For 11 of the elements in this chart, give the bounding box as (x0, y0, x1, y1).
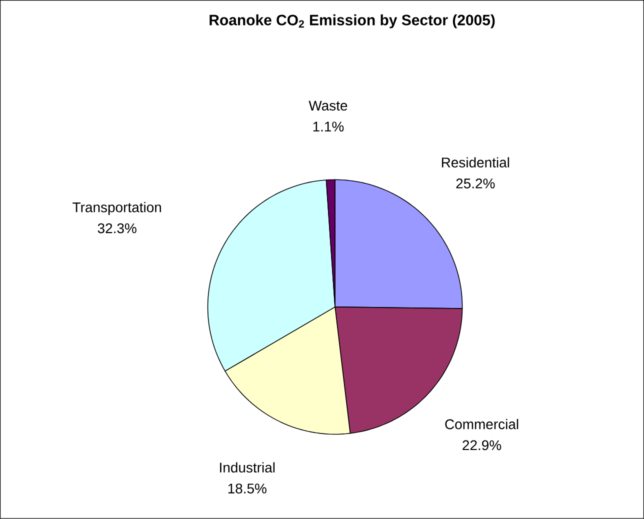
data-label: 22.9% (462, 440, 502, 450)
data-label: 25.2% (456, 178, 495, 189)
data-label: 1.1% (313, 122, 344, 132)
chart-title: Roanoke CO$_{2}$ Emission by Sector (2005) (210, 14, 495, 28)
slice-label: Waste (308, 100, 348, 111)
data-label: 18.5% (228, 484, 266, 494)
data-label: 32.3% (98, 223, 136, 234)
slice-label: Transportation (72, 202, 161, 216)
slice-label: Industrial (220, 462, 275, 473)
slice-label: Residential (442, 157, 510, 168)
slice-label: Commercial (445, 419, 518, 430)
